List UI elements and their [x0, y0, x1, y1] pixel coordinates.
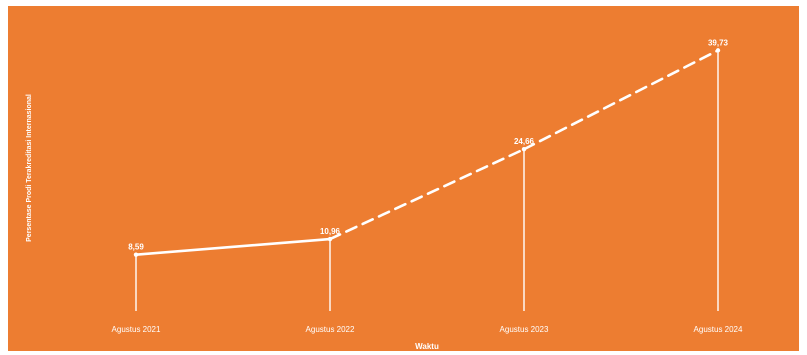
data-point-3	[521, 147, 527, 152]
data-point-1	[133, 252, 139, 257]
x-tick-label-4: Agustus 2024	[694, 325, 743, 334]
series-segment-3	[522, 49, 720, 151]
data-label-1: 8,59	[128, 243, 144, 252]
x-tick-label-3: Agustus 2023	[500, 325, 549, 334]
x-tick-labels: Agustus 2021 Agustus 2022 Agustus 2023 Agus…	[112, 325, 743, 334]
series-segment-1	[134, 237, 332, 256]
data-point-4	[715, 48, 721, 53]
data-label-2: 10,96	[320, 227, 341, 236]
data-label-3: 24,66	[514, 137, 535, 146]
data-point-2	[327, 236, 333, 242]
drop-lines	[135, 50, 719, 311]
y-axis-title: Persentase Prodi Terakreditasi Internasi…	[26, 94, 33, 242]
data-labels: 8,59 10,96 24,66 39,73	[128, 38, 728, 251]
x-tick-label-2: Agustus 2022	[306, 325, 355, 334]
data-markers	[133, 48, 721, 257]
series-segment-2	[328, 147, 526, 241]
chart-background	[8, 6, 799, 351]
series-lines	[134, 49, 720, 256]
x-axis-title: Waktu	[415, 342, 439, 351]
data-label-4: 39,73	[708, 38, 729, 47]
x-tick-label-1: Agustus 2021	[112, 325, 161, 334]
